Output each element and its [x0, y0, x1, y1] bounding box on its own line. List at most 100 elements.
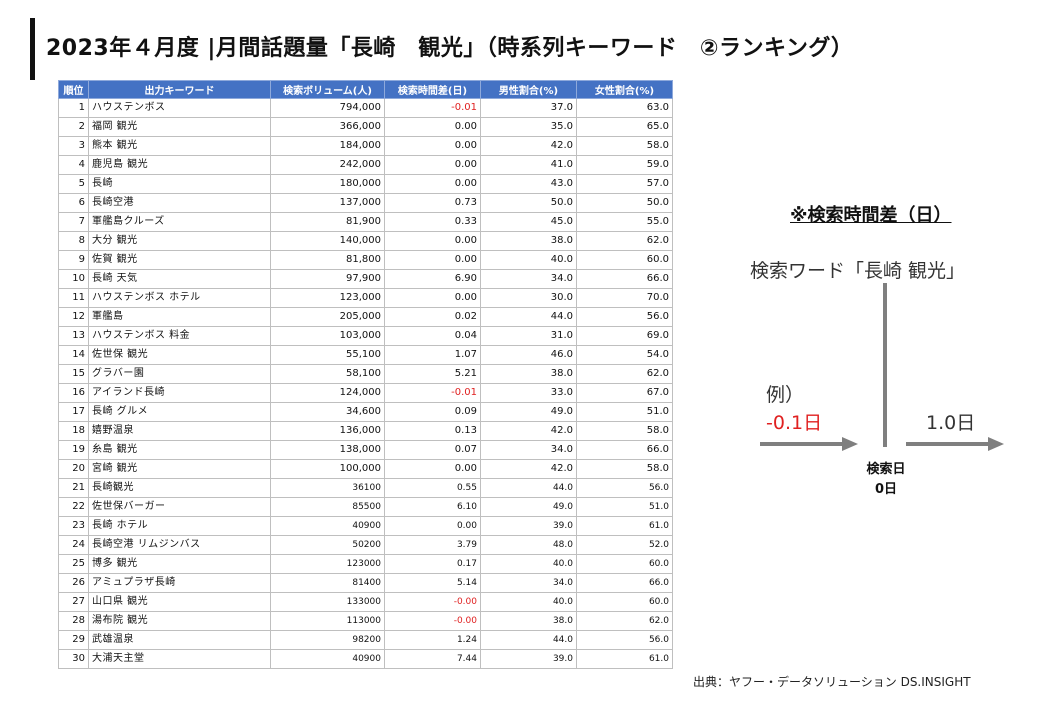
cell-female-ratio: 57.0: [576, 174, 673, 194]
table-row: 20 宮崎 観光 100,000 0.00 42.0 58.0: [58, 459, 673, 479]
right-arrow-icon: [906, 437, 1004, 451]
table-row: 6 長崎空港 137,000 0.73 50.0 50.0: [58, 193, 673, 213]
cell-male-ratio: 44.0: [480, 307, 577, 327]
cell-time-diff: -0.00: [384, 592, 481, 612]
cell-male-ratio: 37.0: [480, 98, 577, 118]
table-row: 5 長崎 180,000 0.00 43.0 57.0: [58, 174, 673, 194]
cell-time-diff: 0.55: [384, 478, 481, 498]
cell-female-ratio: 62.0: [576, 611, 673, 631]
cell-volume: 81,800: [270, 250, 385, 270]
cell-male-ratio: 31.0: [480, 326, 577, 346]
cell-female-ratio: 66.0: [576, 440, 673, 460]
cell-keyword: アイランド長崎: [88, 383, 271, 403]
cell-keyword: 軍艦島: [88, 307, 271, 327]
cell-male-ratio: 44.0: [480, 478, 577, 498]
cell-male-ratio: 30.0: [480, 288, 577, 308]
cell-female-ratio: 50.0: [576, 193, 673, 213]
table-row: 29 武雄温泉 98200 1.24 44.0 56.0: [58, 630, 673, 650]
table-row: 25 博多 観光 123000 0.17 40.0 60.0: [58, 554, 673, 574]
cell-volume: 81400: [270, 573, 385, 593]
table-header-row: 順位 出力キーワード 検索ボリューム(人) 検索時間差(日) 男性割合(%) 女…: [58, 80, 673, 99]
cell-keyword: 嬉野温泉: [88, 421, 271, 441]
cell-volume: 50200: [270, 535, 385, 555]
cell-rank: 12: [58, 307, 89, 327]
cell-male-ratio: 34.0: [480, 440, 577, 460]
header-male-ratio: 男性割合(%): [480, 80, 577, 99]
cell-volume: 138,000: [270, 440, 385, 460]
table-row: 12 軍艦島 205,000 0.02 44.0 56.0: [58, 307, 673, 327]
cell-rank: 25: [58, 554, 89, 574]
cell-rank: 7: [58, 212, 89, 232]
cell-volume: 97,900: [270, 269, 385, 289]
cell-time-diff: 5.14: [384, 573, 481, 593]
cell-keyword: 湯布院 観光: [88, 611, 271, 631]
title-accent-bar: [30, 18, 35, 80]
search-word-label: 検索ワード「長崎 観光」: [750, 260, 966, 282]
table-row: 1 ハウステンボス 794,000 -0.01 37.0 63.0: [58, 98, 673, 118]
cell-volume: 85500: [270, 497, 385, 517]
cell-keyword: 長崎 ホテル: [88, 516, 271, 536]
cell-keyword: 長崎空港 リムジンバス: [88, 535, 271, 555]
example-negative-value: -0.1日: [766, 412, 823, 434]
table-row: 23 長崎 ホテル 40900 0.00 39.0 61.0: [58, 516, 673, 536]
header-rank: 順位: [58, 80, 89, 99]
cell-male-ratio: 38.0: [480, 611, 577, 631]
cell-volume: 124,000: [270, 383, 385, 403]
cell-volume: 34,600: [270, 402, 385, 422]
cell-volume: 133000: [270, 592, 385, 612]
cell-female-ratio: 52.0: [576, 535, 673, 555]
cell-volume: 180,000: [270, 174, 385, 194]
table-row: 3 熊本 観光 184,000 0.00 42.0 58.0: [58, 136, 673, 156]
cell-time-diff: 0.13: [384, 421, 481, 441]
table-row: 16 アイランド長崎 124,000 -0.01 33.0 67.0: [58, 383, 673, 403]
cell-male-ratio: 42.0: [480, 459, 577, 479]
cell-time-diff: 0.00: [384, 136, 481, 156]
cell-female-ratio: 60.0: [576, 250, 673, 270]
table-row: 14 佐世保 観光 55,100 1.07 46.0 54.0: [58, 345, 673, 365]
cell-rank: 18: [58, 421, 89, 441]
cell-keyword: 福岡 観光: [88, 117, 271, 137]
cell-male-ratio: 35.0: [480, 117, 577, 137]
cell-volume: 136,000: [270, 421, 385, 441]
search-day-axis-line: [883, 283, 887, 447]
cell-male-ratio: 42.0: [480, 136, 577, 156]
cell-time-diff: 6.10: [384, 497, 481, 517]
cell-volume: 113000: [270, 611, 385, 631]
cell-male-ratio: 46.0: [480, 345, 577, 365]
cell-male-ratio: 45.0: [480, 212, 577, 232]
cell-rank: 21: [58, 478, 89, 498]
example-positive-value: 1.0日: [926, 412, 976, 434]
cell-volume: 100,000: [270, 459, 385, 479]
cell-time-diff: -0.01: [384, 383, 481, 403]
cell-keyword: 糸島 観光: [88, 440, 271, 460]
cell-male-ratio: 49.0: [480, 402, 577, 422]
cell-female-ratio: 58.0: [576, 421, 673, 441]
cell-female-ratio: 56.0: [576, 630, 673, 650]
cell-rank: 9: [58, 250, 89, 270]
cell-time-diff: 1.24: [384, 630, 481, 650]
cell-male-ratio: 40.0: [480, 554, 577, 574]
cell-rank: 16: [58, 383, 89, 403]
cell-keyword: グラバー園: [88, 364, 271, 384]
cell-female-ratio: 54.0: [576, 345, 673, 365]
cell-female-ratio: 66.0: [576, 573, 673, 593]
cell-keyword: 長崎空港: [88, 193, 271, 213]
cell-male-ratio: 40.0: [480, 592, 577, 612]
cell-keyword: ハウステンボス: [88, 98, 271, 118]
page-title: 2023年４月度 |月間話題量「長崎 観光」（時系列キーワード ②ランキング）: [46, 36, 854, 61]
cell-volume: 123000: [270, 554, 385, 574]
cell-volume: 98200: [270, 630, 385, 650]
cell-male-ratio: 41.0: [480, 155, 577, 175]
table-row: 9 佐賀 観光 81,800 0.00 40.0 60.0: [58, 250, 673, 270]
header-time-diff: 検索時間差(日): [384, 80, 481, 99]
cell-female-ratio: 60.0: [576, 554, 673, 574]
cell-female-ratio: 61.0: [576, 516, 673, 536]
cell-male-ratio: 44.0: [480, 630, 577, 650]
cell-time-diff: 0.07: [384, 440, 481, 460]
cell-female-ratio: 62.0: [576, 364, 673, 384]
cell-keyword: 大分 観光: [88, 231, 271, 251]
cell-female-ratio: 51.0: [576, 402, 673, 422]
cell-volume: 137,000: [270, 193, 385, 213]
table-row: 28 湯布院 観光 113000 -0.00 38.0 62.0: [58, 611, 673, 631]
table-row: 11 ハウステンボス ホテル 123,000 0.00 30.0 70.0: [58, 288, 673, 308]
